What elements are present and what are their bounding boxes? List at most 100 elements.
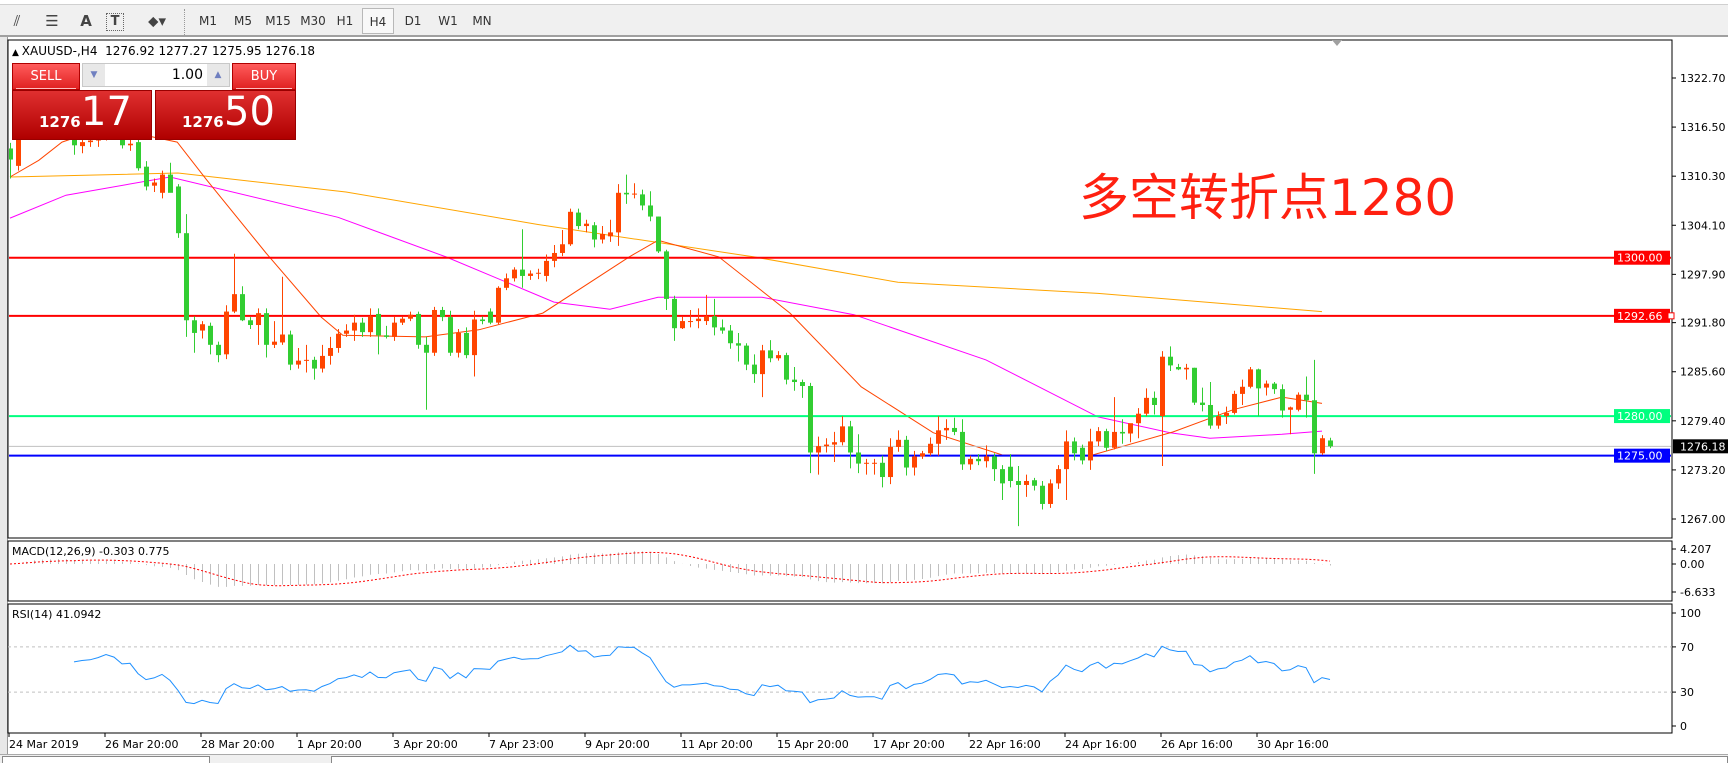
candle <box>248 317 253 329</box>
candle-body <box>872 462 877 464</box>
decrease-lots-button[interactable]: ▼ <box>83 64 105 86</box>
candle-body <box>560 244 565 253</box>
candle <box>136 138 141 171</box>
candle <box>1176 363 1181 371</box>
buy-button[interactable]: BUY <box>232 63 296 90</box>
candle <box>872 458 877 475</box>
candle-body <box>712 316 717 328</box>
candle-body <box>1280 389 1285 411</box>
lot-size-input[interactable] <box>107 64 207 86</box>
candle-body <box>656 216 661 252</box>
arrows-dropdown-icon[interactable]: ⬥▾ <box>147 12 167 30</box>
candle-body <box>1200 402 1205 405</box>
candle-body <box>1328 440 1333 447</box>
price-tick-label: 1285.60 <box>1680 366 1726 379</box>
candle-body <box>960 431 965 465</box>
rsi-label: RSI(14) 41.0942 <box>12 608 101 621</box>
candle <box>760 344 765 398</box>
candle-body <box>816 446 821 453</box>
candle-body <box>1152 397 1157 405</box>
timeframe-h1-button[interactable]: H1 <box>336 14 354 28</box>
candle <box>80 138 85 154</box>
sell-price-box[interactable]: 1276 17 <box>12 89 152 140</box>
macd-signal-line <box>9 551 1331 587</box>
candle-body <box>1184 367 1189 370</box>
timeframe-d1-button[interactable]: D1 <box>404 14 422 28</box>
sell-price-pips: 17 <box>81 89 132 135</box>
candle <box>592 222 597 248</box>
candle <box>1304 376 1309 418</box>
text-label-icon[interactable]: T <box>106 13 124 31</box>
buy-price-box[interactable]: 1276 50 <box>155 89 296 140</box>
line-anchor-handle[interactable] <box>1667 312 1675 320</box>
price-tick-label: 1316.50 <box>1680 121 1726 134</box>
candle-body <box>664 251 669 299</box>
timeframe-m1-button[interactable]: M1 <box>199 14 217 28</box>
candle <box>320 344 325 373</box>
rsi-tick-label: 30 <box>1680 686 1694 699</box>
candle-body <box>1096 431 1101 442</box>
chart-window[interactable] <box>8 37 1728 754</box>
candle-body <box>152 182 157 186</box>
candle <box>1080 444 1085 465</box>
candle-body <box>768 350 773 359</box>
chart-tab[interactable] <box>2 756 210 763</box>
candle <box>416 311 421 349</box>
timeframe-m5-button[interactable]: M5 <box>234 14 252 28</box>
candle <box>192 316 197 353</box>
candle-body <box>648 205 653 217</box>
text-icon[interactable]: A <box>80 12 92 30</box>
candle <box>344 324 349 337</box>
time-label: 26 Mar 20:00 <box>105 738 178 751</box>
timeframe-m30-button[interactable]: M30 <box>300 14 326 28</box>
candle-body <box>1304 394 1309 401</box>
candle-body <box>1208 404 1213 426</box>
hline-label-bg <box>1614 448 1670 463</box>
candle-body <box>512 269 517 279</box>
candle <box>816 436 821 475</box>
timeframe-h4-button[interactable]: H4 <box>362 8 394 34</box>
fibonacci-lines-icon[interactable]: ☰ <box>45 12 59 30</box>
candle <box>1272 382 1277 394</box>
timeframe-mn-button[interactable]: MN <box>472 14 492 28</box>
candle <box>1168 346 1173 371</box>
candle <box>296 347 301 369</box>
candle-body <box>432 309 437 353</box>
chart-annotation-text[interactable]: 多空转折点1280 <box>1079 169 1457 227</box>
hline-label: 1280.00 <box>1617 410 1663 423</box>
candle <box>200 321 205 339</box>
candle-body <box>304 359 309 361</box>
main-plot <box>9 91 1671 527</box>
timeframe-w1-button[interactable]: W1 <box>438 14 458 28</box>
candle-body <box>368 316 373 333</box>
time-label: 9 Apr 20:00 <box>585 738 650 751</box>
candle-body <box>592 225 597 240</box>
candle <box>424 336 429 410</box>
candle <box>480 316 485 325</box>
candle-body <box>1056 469 1061 484</box>
candle-body <box>856 452 861 464</box>
candle <box>624 174 629 204</box>
candle <box>1264 380 1269 396</box>
candle-body <box>248 320 253 326</box>
candle-body <box>640 194 645 206</box>
fibonacci-fan-icon[interactable]: ⫽ <box>13 12 21 30</box>
candle <box>1152 391 1157 415</box>
sell-button[interactable]: SELL <box>12 63 80 90</box>
candle <box>272 321 277 348</box>
candle-body <box>992 456 997 470</box>
candle <box>560 230 565 257</box>
candle-body <box>208 325 213 345</box>
candle-body <box>616 192 621 233</box>
timeframe-m15-button[interactable]: M15 <box>265 14 291 28</box>
candle <box>584 219 589 233</box>
collapse-triangle-icon[interactable]: ▲ <box>12 48 22 58</box>
candle <box>864 458 869 475</box>
rsi-pane-frame <box>7 603 1673 734</box>
bid-price-label-bg <box>1673 439 1728 454</box>
candle-body <box>1120 431 1125 434</box>
candle <box>704 294 709 326</box>
price-tick-label: 1297.90 <box>1680 268 1726 281</box>
increase-lots-button[interactable]: ▲ <box>207 64 229 86</box>
